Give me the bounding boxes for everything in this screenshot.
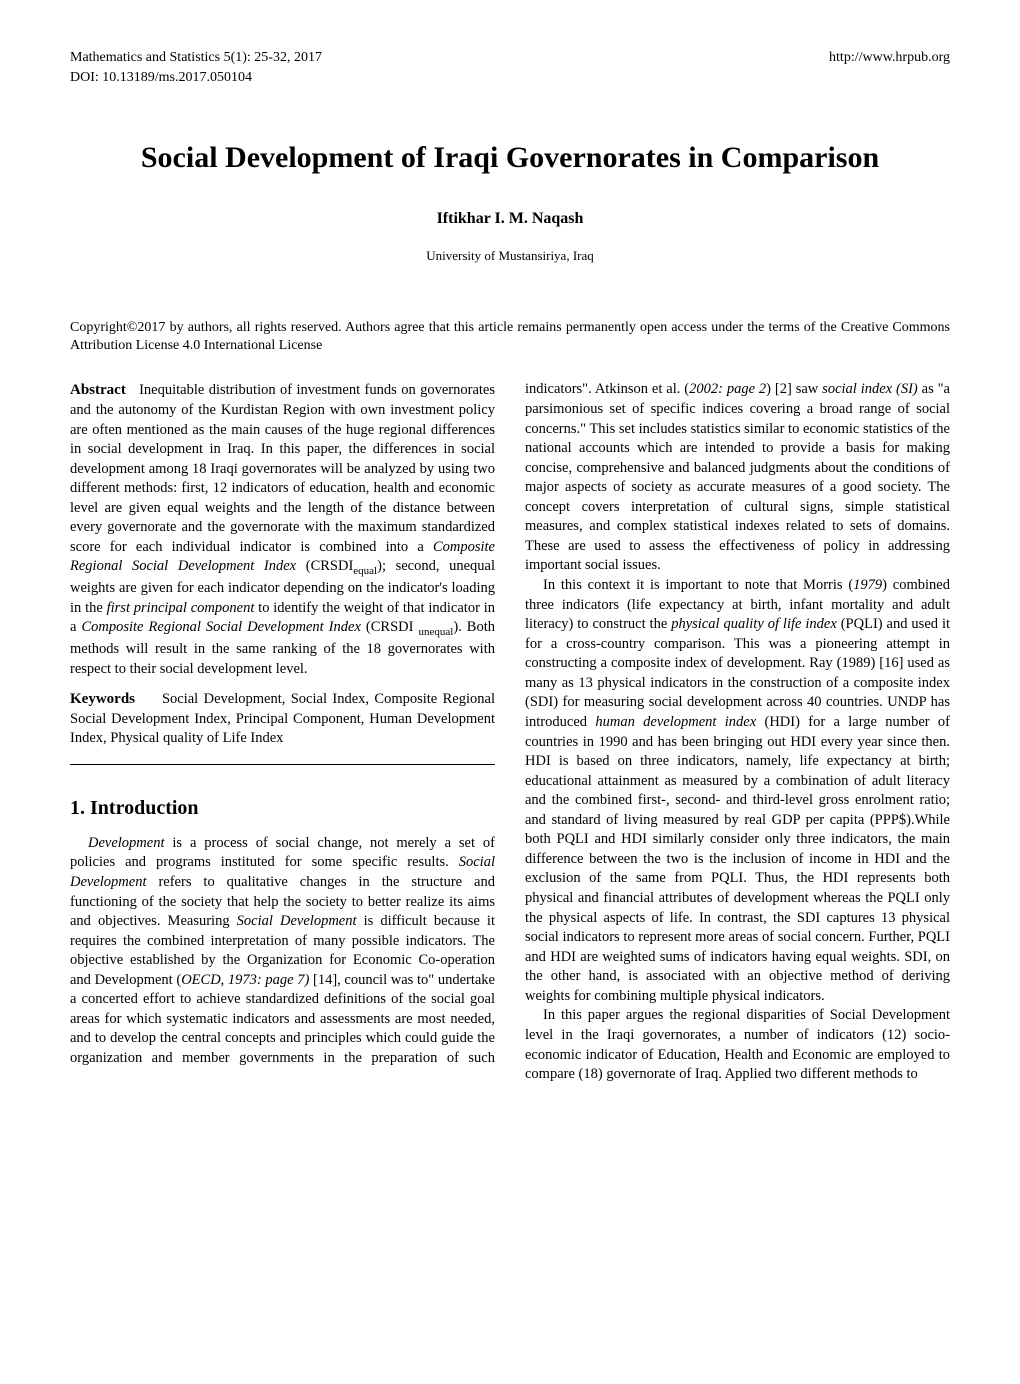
abstract-block: Abstract Inequitable distribution of inv… [70,380,495,679]
abstract-text: Inequitable distribution of investment f… [70,382,495,676]
keywords-block: Keywords Social Development, Social Inde… [70,689,495,749]
journal-info: Mathematics and Statistics 5(1): 25-32, … [70,50,322,66]
publisher-url: http://www.hrpub.org [829,50,950,66]
intro-para-3: In this paper argues the regional dispar… [525,1006,950,1084]
paper-title: Social Development of Iraqi Governorates… [70,141,950,175]
intro-para-2: In this context it is important to note … [525,576,950,1006]
section-divider [70,764,495,765]
author-name: Iftikhar I. M. Naqash [70,210,950,228]
copyright-notice: Copyright©2017 by authors, all rights re… [70,319,950,355]
introduction-heading: 1. Introduction [70,795,495,822]
body-columns: Abstract Inequitable distribution of inv… [70,380,950,1084]
doi: DOI: 10.13189/ms.2017.050104 [70,70,950,86]
keywords-label: Keywords [70,691,135,707]
abstract-label: Abstract [70,382,126,398]
affiliation: University of Mustansiriya, Iraq [70,248,950,264]
